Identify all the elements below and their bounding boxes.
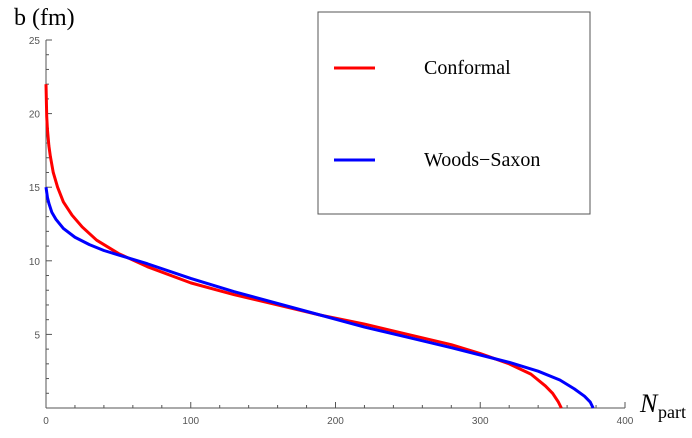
x-tick-label: 100: [182, 416, 199, 427]
x-tick-label: 400: [617, 416, 634, 427]
x-axis-title: N: [639, 389, 659, 418]
x-axis-title-subscript: part: [658, 402, 686, 422]
series-line-woods-saxon: [44, 186, 595, 409]
y-tick-label: 20: [29, 110, 41, 121]
x-tick-label: 200: [327, 416, 344, 427]
legend: Conformal Woods−Saxon: [317, 11, 591, 215]
legend-label-conformal: Conformal: [424, 57, 511, 79]
legend-label-woods-saxon: Woods−Saxon: [424, 149, 540, 171]
y-tick-label: 15: [29, 183, 41, 194]
y-tick-label: 25: [29, 36, 41, 47]
series-group: [44, 84, 595, 409]
y-tick-label: 10: [29, 257, 41, 268]
y-axis-title: b (fm): [14, 5, 75, 31]
x-tick-label: 300: [472, 416, 489, 427]
y-tick-label: 5: [34, 330, 40, 341]
x-tick-label: 0: [43, 416, 49, 427]
legend-box: [317, 11, 591, 215]
ticks: [45, 39, 626, 408]
series-line-conformal: [44, 84, 563, 409]
tick-labels: 0 100 200 300 400 5 10 15 20 25: [29, 36, 634, 427]
